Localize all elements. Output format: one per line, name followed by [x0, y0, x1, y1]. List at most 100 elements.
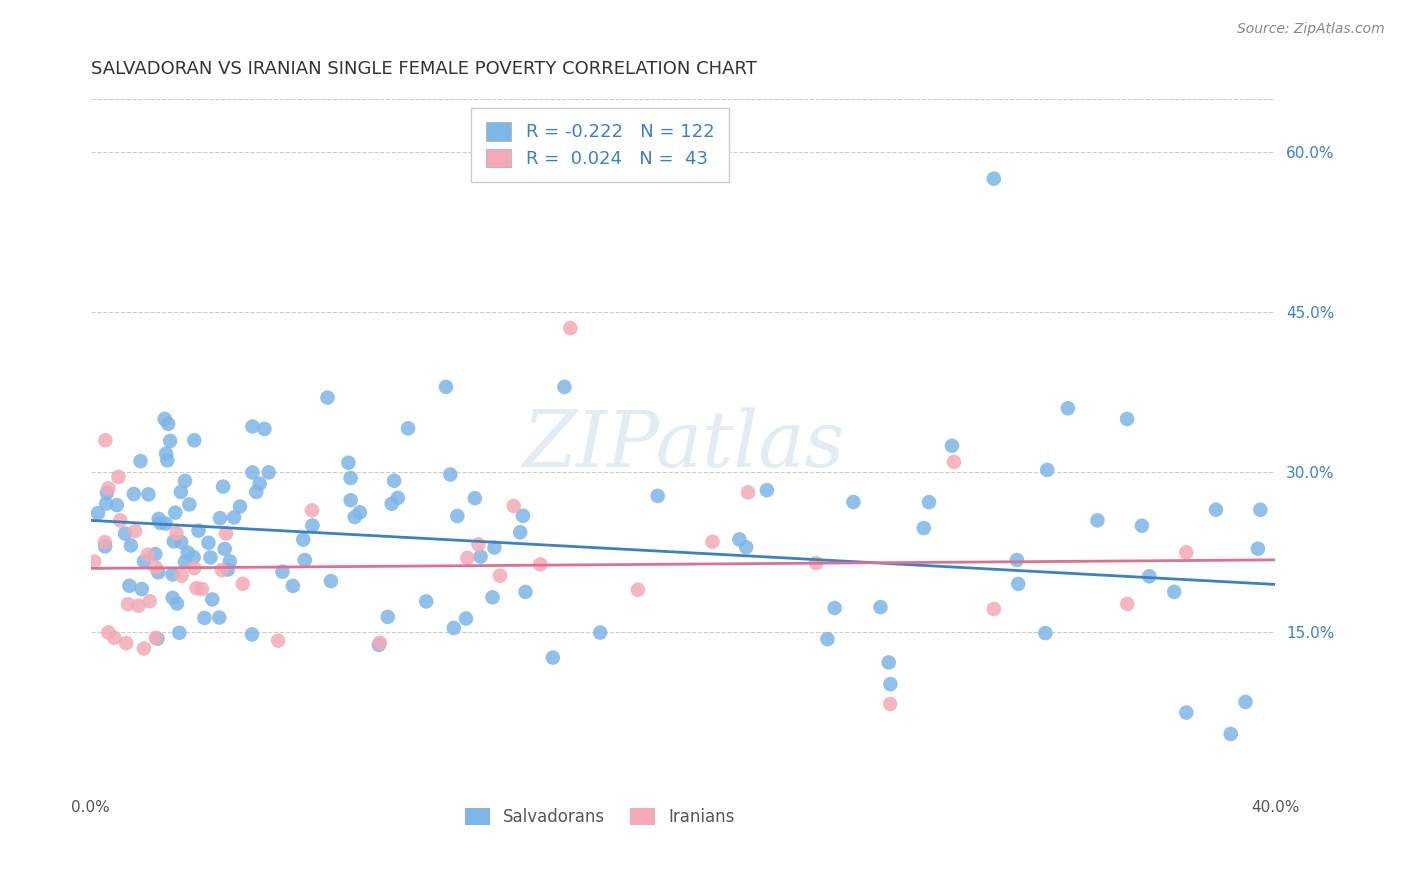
Point	[1056, 401, 1078, 416]
Point	[87, 506, 110, 520]
Point	[240, 627, 263, 641]
Point	[484, 541, 506, 555]
Point	[138, 487, 160, 501]
Point	[201, 592, 224, 607]
Point	[183, 561, 205, 575]
Point	[647, 489, 669, 503]
Point	[627, 582, 650, 597]
Point	[267, 633, 290, 648]
Point	[165, 506, 187, 520]
Point	[737, 485, 759, 500]
Point	[97, 625, 120, 640]
Point	[301, 518, 323, 533]
Point	[156, 453, 179, 467]
Point	[541, 650, 564, 665]
Point	[157, 417, 180, 431]
Point	[153, 412, 176, 426]
Point	[804, 556, 827, 570]
Point	[382, 474, 405, 488]
Point	[187, 524, 209, 538]
Point	[208, 610, 231, 624]
Point	[294, 553, 316, 567]
Point	[105, 498, 128, 512]
Point	[817, 632, 839, 647]
Point	[83, 555, 105, 569]
Point	[515, 585, 537, 599]
Point	[434, 380, 457, 394]
Point	[918, 495, 941, 509]
Point	[560, 321, 582, 335]
Point	[943, 455, 966, 469]
Point	[1137, 569, 1160, 583]
Text: ZIPatlas: ZIPatlas	[522, 408, 844, 483]
Point	[170, 535, 193, 549]
Point	[877, 656, 900, 670]
Point	[200, 550, 222, 565]
Point	[183, 434, 205, 448]
Point	[208, 511, 231, 525]
Point	[118, 579, 141, 593]
Point	[1175, 545, 1198, 559]
Point	[1035, 626, 1057, 640]
Point	[166, 597, 188, 611]
Point	[257, 466, 280, 480]
Point	[879, 677, 901, 691]
Point	[869, 600, 891, 615]
Point	[94, 540, 117, 554]
Point	[242, 466, 264, 480]
Point	[132, 554, 155, 568]
Point	[367, 638, 389, 652]
Point	[381, 497, 404, 511]
Point	[1116, 412, 1139, 426]
Point	[149, 516, 172, 530]
Point	[702, 534, 724, 549]
Point	[415, 594, 437, 608]
Point	[1247, 541, 1270, 556]
Point	[589, 625, 612, 640]
Point	[129, 454, 152, 468]
Point	[131, 582, 153, 596]
Point	[197, 536, 219, 550]
Point	[983, 602, 1005, 616]
Point	[271, 565, 294, 579]
Point	[443, 621, 465, 635]
Point	[281, 579, 304, 593]
Point	[96, 485, 118, 500]
Point	[1116, 597, 1139, 611]
Point	[136, 548, 159, 562]
Point	[396, 421, 419, 435]
Point	[245, 484, 267, 499]
Point	[1205, 502, 1227, 516]
Point	[170, 485, 193, 500]
Point	[110, 513, 132, 527]
Point	[1234, 695, 1257, 709]
Point	[179, 498, 201, 512]
Point	[339, 471, 361, 485]
Point	[146, 632, 169, 646]
Point	[509, 525, 531, 540]
Point	[183, 550, 205, 565]
Point	[1005, 553, 1028, 567]
Point	[155, 516, 177, 531]
Point	[1175, 706, 1198, 720]
Point	[377, 610, 399, 624]
Point	[103, 631, 125, 645]
Point	[1036, 463, 1059, 477]
Point	[249, 476, 271, 491]
Point	[117, 597, 139, 611]
Point	[983, 171, 1005, 186]
Point	[122, 487, 145, 501]
Point	[94, 434, 117, 448]
Point	[343, 510, 366, 524]
Point	[124, 524, 146, 538]
Point	[174, 555, 197, 569]
Point	[368, 636, 391, 650]
Point	[512, 508, 534, 523]
Point	[97, 481, 120, 495]
Point	[191, 582, 214, 596]
Point	[222, 510, 245, 524]
Point	[339, 493, 361, 508]
Point	[454, 611, 477, 625]
Point	[162, 567, 184, 582]
Point	[162, 591, 184, 605]
